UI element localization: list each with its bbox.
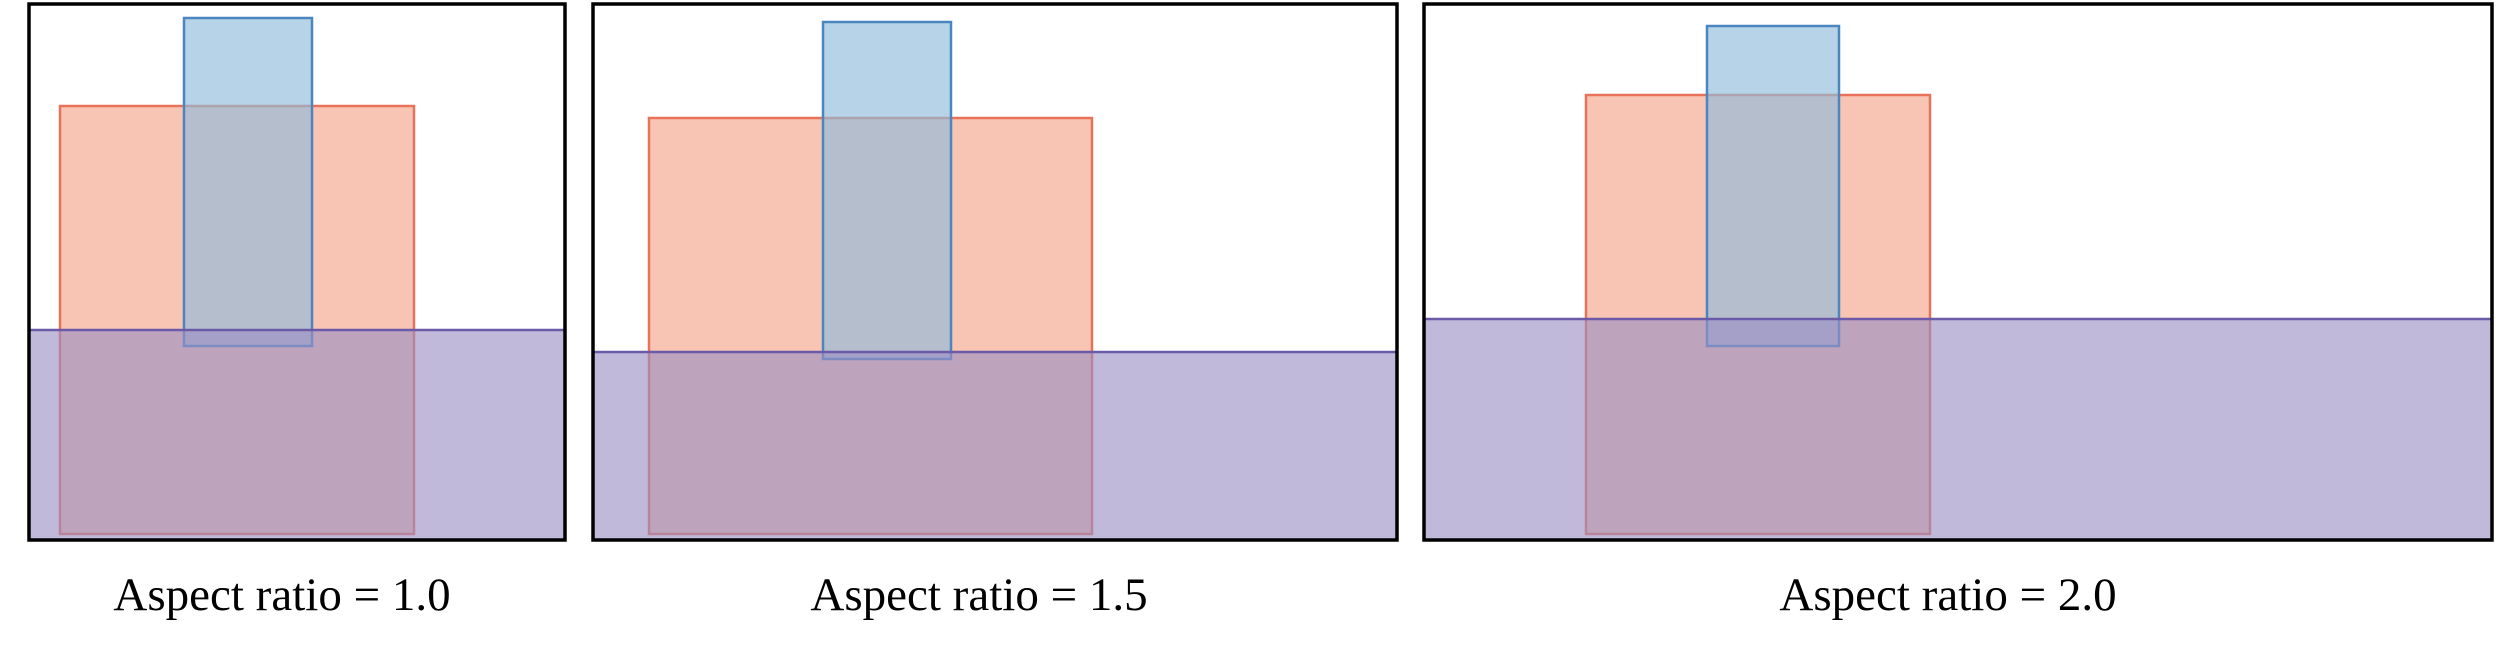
panel-3-caption: Aspect ratio = 2.0 bbox=[1779, 569, 2116, 621]
panel-aspect-1-0: Aspect ratio = 1.0 bbox=[27, 2, 567, 621]
panel-2-frame bbox=[591, 2, 1399, 542]
panel-2-caption: Aspect ratio = 1.5 bbox=[810, 569, 1147, 621]
panel-3-purple-box bbox=[1422, 317, 2494, 542]
panel-1-blue-box bbox=[182, 16, 314, 348]
panel-aspect-2-0: Aspect ratio = 2.0 bbox=[1422, 2, 2494, 621]
panel-aspect-1-5: Aspect ratio = 1.5 bbox=[591, 2, 1399, 621]
panel-2-blue-box bbox=[821, 20, 953, 361]
panel-1-caption: Aspect ratio = 1.0 bbox=[113, 569, 450, 621]
panel-1-frame bbox=[27, 2, 567, 542]
panel-1-purple-box bbox=[27, 328, 567, 542]
panel-2-purple-box bbox=[591, 350, 1399, 542]
panel-3-blue-box bbox=[1705, 24, 1841, 348]
panel-3-frame bbox=[1422, 2, 2494, 542]
